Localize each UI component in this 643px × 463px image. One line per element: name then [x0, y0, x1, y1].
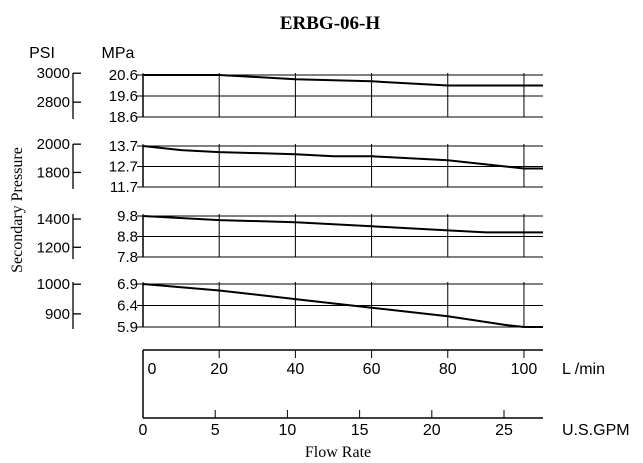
- panel-1-mpa-tick-label: 20.6: [109, 67, 138, 84]
- lpm-tick-label: 60: [363, 361, 381, 378]
- lpm-tick-label: 20: [210, 361, 228, 378]
- gpm-tick-label: 15: [351, 422, 369, 439]
- panel-2-psi-tick-label: 1800: [37, 164, 70, 181]
- lpm-unit-label: L /min: [562, 361, 605, 378]
- panel-4: 6.9 6.4 5.9 1000 900: [37, 276, 543, 336]
- panel-4-mpa-tick-label: 6.9: [117, 276, 138, 293]
- gpm-tick-label: 25: [495, 422, 513, 439]
- panel-1-mpa-tick-label: 19.6: [109, 88, 138, 105]
- panel-2: 13.7 12.7 11.7 2000 1800: [37, 136, 543, 196]
- lpm-tick-label: 80: [439, 361, 457, 378]
- x-axis-label: Flow Rate: [305, 444, 371, 461]
- gpm-unit-label: U.S.GPM: [562, 422, 630, 439]
- panel-2-mpa-tick-label: 11.7: [110, 179, 138, 196]
- panel-2-mpa-tick-label: 13.7: [109, 138, 138, 155]
- panel-3-psi-tick-label: 1400: [37, 211, 70, 228]
- panel-1-series-line: [143, 74, 543, 87]
- mpa-unit-label: MPa: [102, 45, 135, 62]
- panel-3: 9.8 8.8 7.8 1400 1200: [37, 208, 543, 266]
- panel-4-psi-tick-label: 1000: [37, 276, 70, 293]
- panel-1-psi-tick-label: 2800: [37, 94, 70, 111]
- panel-3-mpa-tick-label: 8.8: [117, 229, 138, 246]
- panel-4-mpa-tick-label: 5.9: [117, 319, 138, 336]
- lpm-tick-label: 100: [511, 361, 538, 378]
- psi-unit-label: PSI: [29, 45, 55, 62]
- lpm-tick-label: 0: [148, 361, 157, 378]
- y-axis-label: Secondary Pressure: [9, 147, 26, 273]
- panel-3-mpa-tick-label: 9.8: [117, 208, 138, 225]
- lpm-tick-label: 40: [286, 361, 304, 378]
- gpm-tick-label: 20: [423, 422, 441, 439]
- panel-2-series-line: [142, 145, 543, 170]
- panel-4-psi-tick-label: 900: [45, 306, 70, 323]
- panel-1-mpa-tick-label: 18.6: [109, 109, 138, 126]
- panel-2-mpa-tick-label: 12.7: [109, 159, 138, 176]
- gpm-tick-label: 10: [279, 422, 297, 439]
- gpm-tick-label: 0: [139, 422, 148, 439]
- panel-4-mpa-tick-label: 6.4: [117, 298, 138, 315]
- x-axes: 0 20 40 60 80 100 L /min 0 5 10 15 20 25 U.S.GPM: [139, 349, 630, 439]
- panel-3-mpa-tick-label: 7.8: [117, 249, 138, 266]
- gpm-tick-label: 5: [211, 422, 220, 439]
- panel-3-psi-tick-label: 1200: [37, 239, 70, 256]
- panel-1: 20.6 19.6 18.6 3000 2800: [37, 65, 543, 126]
- panel-1-psi-tick-label: 3000: [37, 65, 70, 82]
- panel-4-series-line: [142, 283, 543, 328]
- panel-3-series-line: [142, 215, 543, 234]
- chart-title: ERBG-06-H: [280, 13, 381, 34]
- panel-2-psi-tick-label: 2000: [37, 136, 70, 153]
- chart-panels: 20.6 19.6 18.6 3000 2800 13.7 12.7 11.7 2000 1800…: [37, 65, 543, 336]
